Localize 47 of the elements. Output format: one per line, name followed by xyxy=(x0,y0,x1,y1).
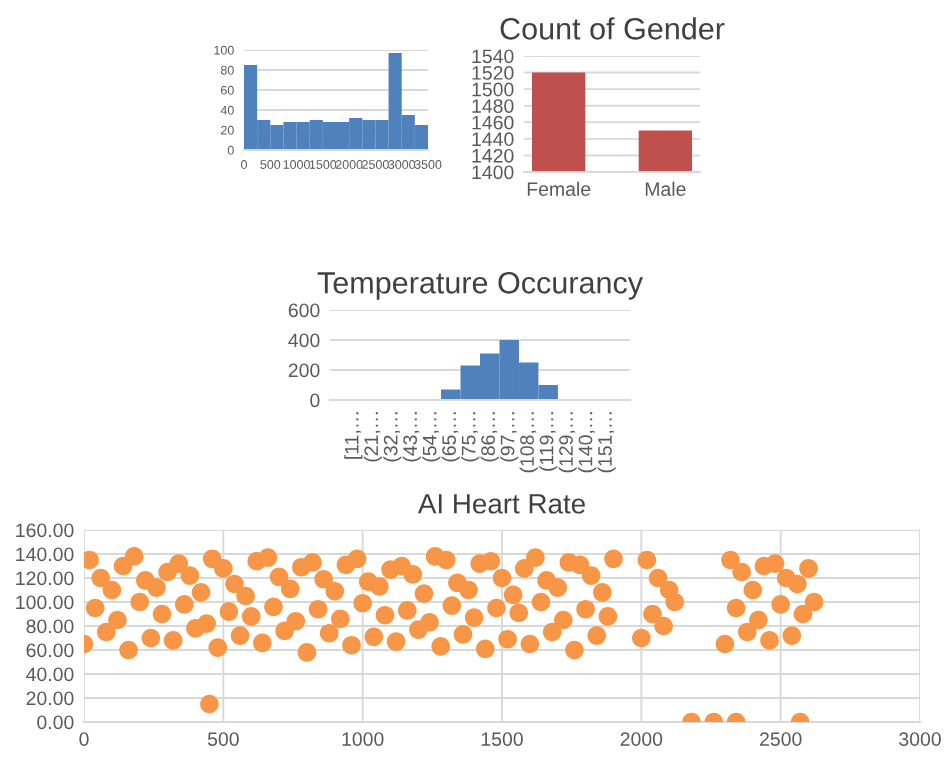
x-tick-label: (65,… xyxy=(441,412,460,462)
x-tick-label: 3000 xyxy=(899,732,941,746)
y-tick-label: 1420 xyxy=(472,148,514,163)
x-tick-label: 1000 xyxy=(342,732,384,746)
y-tick-label: 0 xyxy=(310,393,320,408)
y-tick-label: 100.00 xyxy=(16,595,74,610)
y-tick-label: 1540 xyxy=(472,49,514,64)
y-tick-label: 600 xyxy=(288,303,320,318)
y-tick-label: 400 xyxy=(288,333,320,348)
y-tick-label: 120.00 xyxy=(16,571,74,586)
x-tick-label: [11,… xyxy=(344,412,363,459)
chart-title: Temperature Occurancy xyxy=(317,272,643,300)
x-tick-label: (21,… xyxy=(363,412,382,462)
y-tick-label: 200 xyxy=(288,363,320,378)
chart-title: Count of Gender xyxy=(500,17,725,40)
x-tick-label: 0 xyxy=(79,732,89,746)
y-tick-label: 40.00 xyxy=(26,667,74,682)
y-tick-label: 1480 xyxy=(472,99,514,113)
y-tick-label: 1500 xyxy=(472,82,514,97)
x-tick-label: 2500 xyxy=(760,732,802,746)
y-tick-label: 60.00 xyxy=(26,643,74,658)
x-tick-label: (151,… xyxy=(597,412,616,473)
y-tick-label: 20.00 xyxy=(26,691,74,706)
x-tick-label: (75,… xyxy=(461,412,480,462)
x-tick-label: (86,… xyxy=(480,412,499,462)
y-tick-label: 160.00 xyxy=(16,523,74,538)
y-tick-label: 1400 xyxy=(472,165,514,180)
x-tick-label: Male xyxy=(645,181,686,196)
y-tick-label: 1440 xyxy=(472,132,514,147)
y-tick-label: 1520 xyxy=(472,66,514,80)
x-tick-label: 2000 xyxy=(620,732,663,746)
x-tick-label: (129,… xyxy=(558,412,577,473)
y-tick-label: 0.00 xyxy=(37,715,74,730)
y-tick-label: 80.00 xyxy=(26,619,74,634)
x-tick-label: (108,… xyxy=(519,412,538,473)
x-tick-label: 1500 xyxy=(481,732,523,746)
x-tick-label: (54,… xyxy=(422,412,441,462)
chart-title: AI Heart Rate xyxy=(417,494,585,514)
x-tick-label: (97,… xyxy=(500,412,519,462)
x-tick-label: 500 xyxy=(207,732,239,746)
y-tick-label: 1460 xyxy=(472,115,514,130)
x-tick-label: (32,… xyxy=(383,412,402,462)
x-tick-label: (119,… xyxy=(539,412,558,471)
x-tick-label: (43,… xyxy=(402,412,421,462)
y-tick-label: 140.00 xyxy=(16,547,74,562)
x-tick-label: (140,… xyxy=(578,412,597,473)
x-tick-label: Female xyxy=(527,181,591,196)
